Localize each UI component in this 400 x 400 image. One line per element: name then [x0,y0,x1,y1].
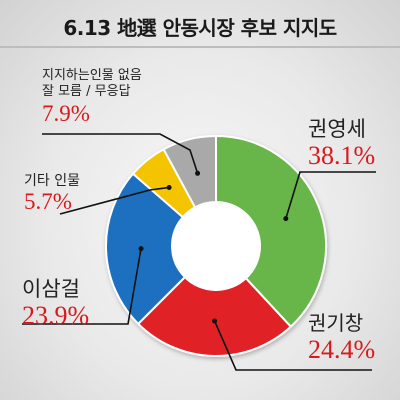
label-kwon-youngse: 권영세 38.1% [308,118,375,169]
label-no-support-percent: 7.9% [42,100,90,126]
leader-lee-samgeol [22,248,142,325]
label-no-support: 지지하는인물 없음 잘 모름 / 무응답 7.9% [42,68,142,126]
label-kwon-youngse-percent: 38.1% [308,141,376,171]
leader-kwon-kichang [213,320,372,371]
leader-other-person [59,186,170,215]
leader-no-support [42,133,199,174]
label-other-person-percent: 5.7% [24,188,72,214]
leader-kwon-youngse-dot [283,216,289,222]
title-divider [0,46,400,48]
label-lee-samgeol-percent: 23.9% [22,301,90,331]
leader-lee-samgeol-dot [138,246,144,252]
leader-other-person-dot [166,184,172,190]
label-kwon-kichang-percent: 24.4% [308,335,376,364]
label-kwon-kichang-name: 권기창 [308,311,364,335]
label-other-person-name: 기타 인물 [24,173,80,189]
leader-lines [22,133,376,371]
label-kwon-youngse-name: 권영세 [308,117,366,141]
label-no-support-line1: 지지하는인물 없음 [42,68,142,83]
label-no-support-line2: 잘 모름 / 무응답 [42,84,131,100]
label-other-person: 기타 인물 5.7% [24,174,80,214]
leader-no-support-dot [195,170,201,176]
leader-kwon-youngse [285,171,376,219]
label-lee-samgeol-name: 이삼걸 [22,277,80,301]
leader-kwon-kichang-dot [212,318,218,324]
chart-title: 6.13 地選 안동시장 후보 지지도 [63,16,337,40]
label-kwon-kichang: 권기창 24.4% [308,311,376,364]
label-lee-samgeol: 이삼걸 23.9% [22,278,89,329]
donut-hole [172,202,260,290]
